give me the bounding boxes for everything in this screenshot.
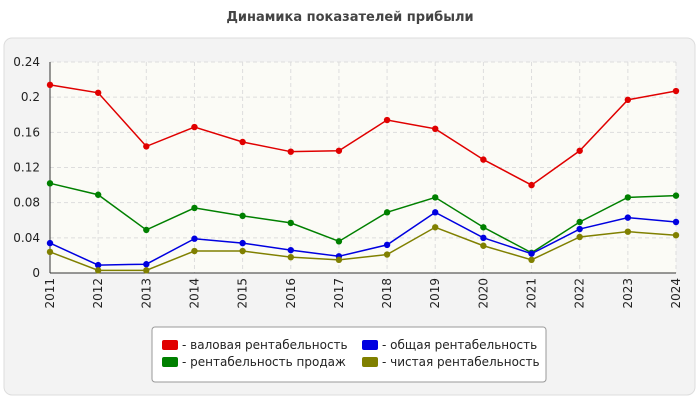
series-line <box>49 226 677 272</box>
legend-swatch <box>362 340 378 350</box>
x-tick-label: 2012 <box>91 278 105 309</box>
x-tick-label: 2021 <box>525 278 539 309</box>
point <box>94 267 102 274</box>
y-tick-label: 0.2 <box>21 90 40 104</box>
point <box>287 253 294 261</box>
point <box>143 261 150 268</box>
point <box>528 256 535 264</box>
legend-label: - общая рентабельность <box>382 338 537 352</box>
chart-title: Динамика показателей прибыли <box>226 10 473 25</box>
point <box>143 226 150 234</box>
point <box>46 248 54 256</box>
y-tick-label: 0.12 <box>13 161 40 175</box>
legend-label: - рентабельность продаж <box>182 355 346 369</box>
x-tick-label: 2018 <box>380 278 394 309</box>
point <box>191 204 198 212</box>
point <box>672 87 680 95</box>
point <box>480 224 487 231</box>
point <box>239 239 246 247</box>
point <box>432 209 439 216</box>
series-line <box>49 182 677 254</box>
point <box>432 194 439 201</box>
point <box>383 209 391 216</box>
point <box>624 214 632 221</box>
x-tick-label: 2023 <box>621 278 635 309</box>
point <box>432 125 439 133</box>
point <box>335 147 343 154</box>
point <box>672 231 680 239</box>
point <box>191 235 198 242</box>
point <box>335 256 343 264</box>
point <box>383 116 391 124</box>
point <box>672 192 680 199</box>
point <box>528 181 535 189</box>
point <box>624 96 632 104</box>
y-tick-label: 0.08 <box>13 196 40 210</box>
series-line <box>49 211 677 266</box>
point <box>287 219 294 227</box>
y-tick-label: 0.16 <box>13 125 40 139</box>
point <box>383 251 391 258</box>
x-tick-label: 2017 <box>332 278 346 309</box>
point <box>287 246 294 254</box>
legend <box>151 326 547 383</box>
point <box>143 143 150 150</box>
point <box>239 212 246 220</box>
legend-label: - валовая рентабельность <box>182 338 348 352</box>
legend-swatch <box>162 340 178 350</box>
x-tick-label: 2020 <box>476 278 490 309</box>
x-tick-label: 2022 <box>573 278 587 309</box>
point <box>46 180 54 187</box>
point <box>576 218 583 226</box>
legend-swatch <box>362 357 378 367</box>
x-tick-label: 2015 <box>236 278 250 309</box>
point <box>191 247 198 255</box>
legend-label: - чистая рентабельность <box>382 355 540 369</box>
point <box>480 234 487 242</box>
point <box>576 225 583 233</box>
point <box>287 148 294 155</box>
point <box>480 242 487 249</box>
x-tick-label: 2014 <box>187 278 201 309</box>
point <box>239 138 246 146</box>
point <box>239 247 246 255</box>
y-tick-label: 0 <box>32 266 40 280</box>
point <box>672 218 680 226</box>
point <box>94 261 102 269</box>
point <box>576 147 583 154</box>
point <box>46 81 54 89</box>
series-line <box>49 84 677 186</box>
point <box>46 239 54 247</box>
point <box>432 224 439 231</box>
x-tick-label: 2011 <box>43 278 57 309</box>
point <box>624 228 632 235</box>
point <box>480 156 487 163</box>
point <box>191 123 198 131</box>
x-tick-label: 2019 <box>428 278 442 309</box>
x-tick-label: 2013 <box>139 278 153 309</box>
x-tick-label: 2016 <box>284 278 298 309</box>
x-tick-label: 2024 <box>669 278 683 309</box>
point <box>94 89 102 96</box>
point <box>335 238 343 245</box>
point <box>624 194 632 201</box>
y-tick-label: 0.04 <box>13 231 40 245</box>
point <box>383 241 391 249</box>
y-tick-label: 0.24 <box>13 55 40 69</box>
legend-swatch <box>162 357 178 367</box>
point <box>528 250 535 257</box>
point <box>576 233 583 241</box>
point <box>143 267 150 274</box>
point <box>94 191 102 198</box>
